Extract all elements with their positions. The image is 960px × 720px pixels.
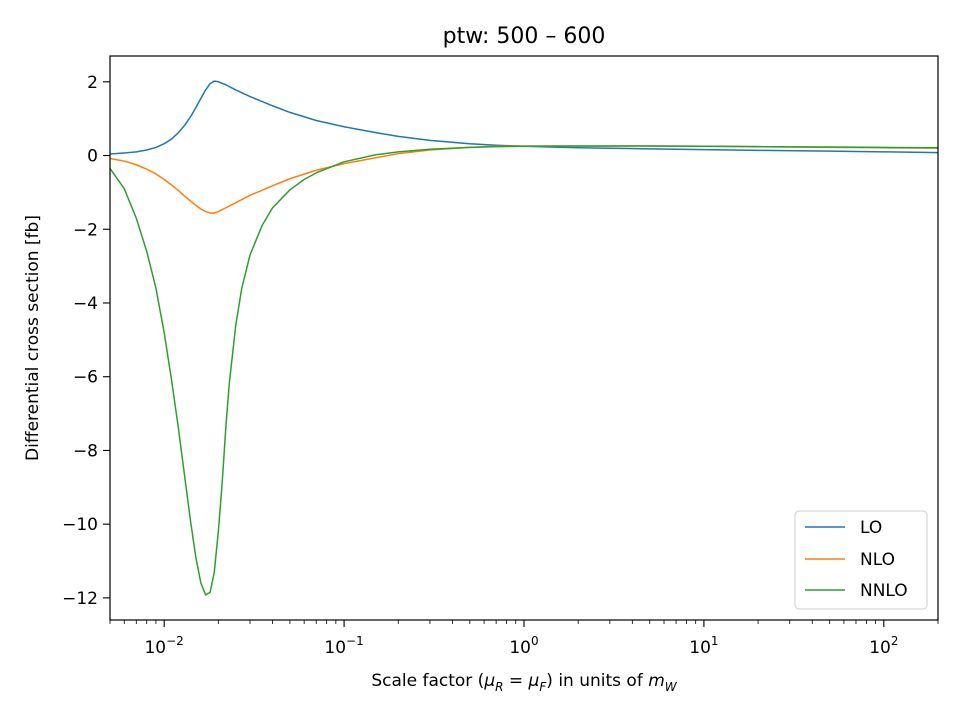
y-tick-label: 2 <box>87 73 98 93</box>
x-tick-label: 102 <box>869 634 898 658</box>
x-tick-label: 10−1 <box>324 634 363 658</box>
legend: LO NLO NNLO <box>794 510 928 610</box>
y-tick-label: −4 <box>73 294 98 314</box>
plot-frame <box>109 55 939 621</box>
legend-frame <box>794 510 928 610</box>
legend-label-nnlo: NNLO <box>860 581 908 601</box>
y-axis-ticks: 2 0 −2 −4 −6 −8 −10 −12 <box>62 73 110 609</box>
legend-label-lo: LO <box>860 518 882 538</box>
y-tick-label: −8 <box>73 441 98 461</box>
series-line-lo <box>109 80 939 155</box>
x-tick-label: 10−2 <box>144 634 183 658</box>
y-tick-label: −10 <box>62 515 98 535</box>
x-tick-label: 100 <box>509 634 538 658</box>
x-axis-ticks: 10−2 10−1 100 101 102 <box>109 620 939 658</box>
x-tick-label: 101 <box>689 634 718 658</box>
y-tick-label: −12 <box>62 589 98 609</box>
series-layer <box>109 80 939 596</box>
y-axis-label: Differential cross section [fb] <box>23 215 43 461</box>
y-tick-label: 0 <box>87 147 98 167</box>
y-tick-label: −6 <box>73 368 98 388</box>
chart-title: ptw: 500 – 600 <box>443 24 606 49</box>
series-line-nnlo <box>109 145 939 596</box>
x-axis-label: Scale factor (μR = μF) in units of mW <box>371 671 677 694</box>
y-tick-label: −2 <box>73 220 98 240</box>
legend-label-nlo: NLO <box>860 550 895 570</box>
